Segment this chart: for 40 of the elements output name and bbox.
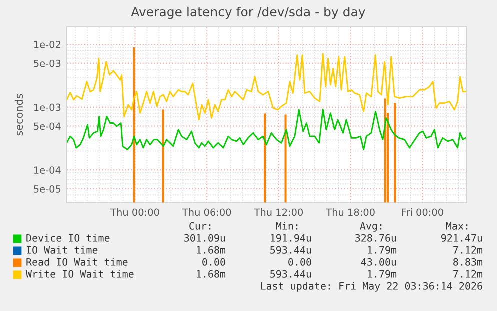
text: 0.00 (288, 258, 312, 266)
y-tick-label: 5e-03 (34, 60, 61, 68)
legend-label: Device IO time (26, 234, 110, 242)
text: Last update: Fri May 22 03:36:14 2026 (261, 282, 482, 292)
text: 8.83m (454, 258, 483, 266)
text: Avg: (360, 222, 382, 232)
text: Cur: (190, 222, 211, 230)
text: Max: (446, 222, 468, 230)
text: 43.00u (361, 258, 396, 266)
text: 328.76u (356, 234, 396, 242)
text: 7.12m (454, 246, 483, 254)
legend-label: Read IO Wait time (26, 258, 128, 266)
legend-label: IO Wait time (26, 246, 98, 254)
text: 593.44u (270, 270, 312, 278)
text: 1.68m (197, 246, 226, 254)
y-tick-label: 1e-04 (34, 166, 61, 174)
text: 1.79m (368, 246, 397, 254)
x-tick-label: Thu 00:00 (110, 208, 160, 216)
x-tick-label: Thu 12:00 (254, 208, 304, 216)
x-tick-label: Fri 00:00 (402, 208, 444, 216)
text: 191.94u (271, 234, 312, 242)
y-axis-title: seconds (14, 94, 24, 136)
y-tick-label: 5e-05 (34, 186, 61, 193)
text: 921.47u (441, 234, 482, 242)
line-series (67, 53, 466, 121)
legend-label: Write IO Wait time (26, 270, 134, 278)
text: 0.00 (202, 258, 226, 266)
chart-title: Average latency for /dev/sda - by day (131, 6, 366, 20)
text: 7.12m (454, 270, 483, 278)
text: 593.44u (270, 246, 312, 254)
x-tick-label: Thu 06:00 (182, 208, 232, 216)
text: Min: (276, 222, 298, 230)
line-series (67, 108, 466, 150)
x-tick-label: Thu 18:00 (326, 208, 375, 216)
y-tick-label: 1e-03 (34, 104, 61, 112)
text: 301.09u (184, 234, 226, 242)
y-tick-label: 1e-02 (34, 40, 60, 48)
text: 1.68m (197, 270, 226, 278)
y-tick-label: 5e-04 (34, 122, 61, 130)
text: 1.79m (368, 270, 397, 278)
